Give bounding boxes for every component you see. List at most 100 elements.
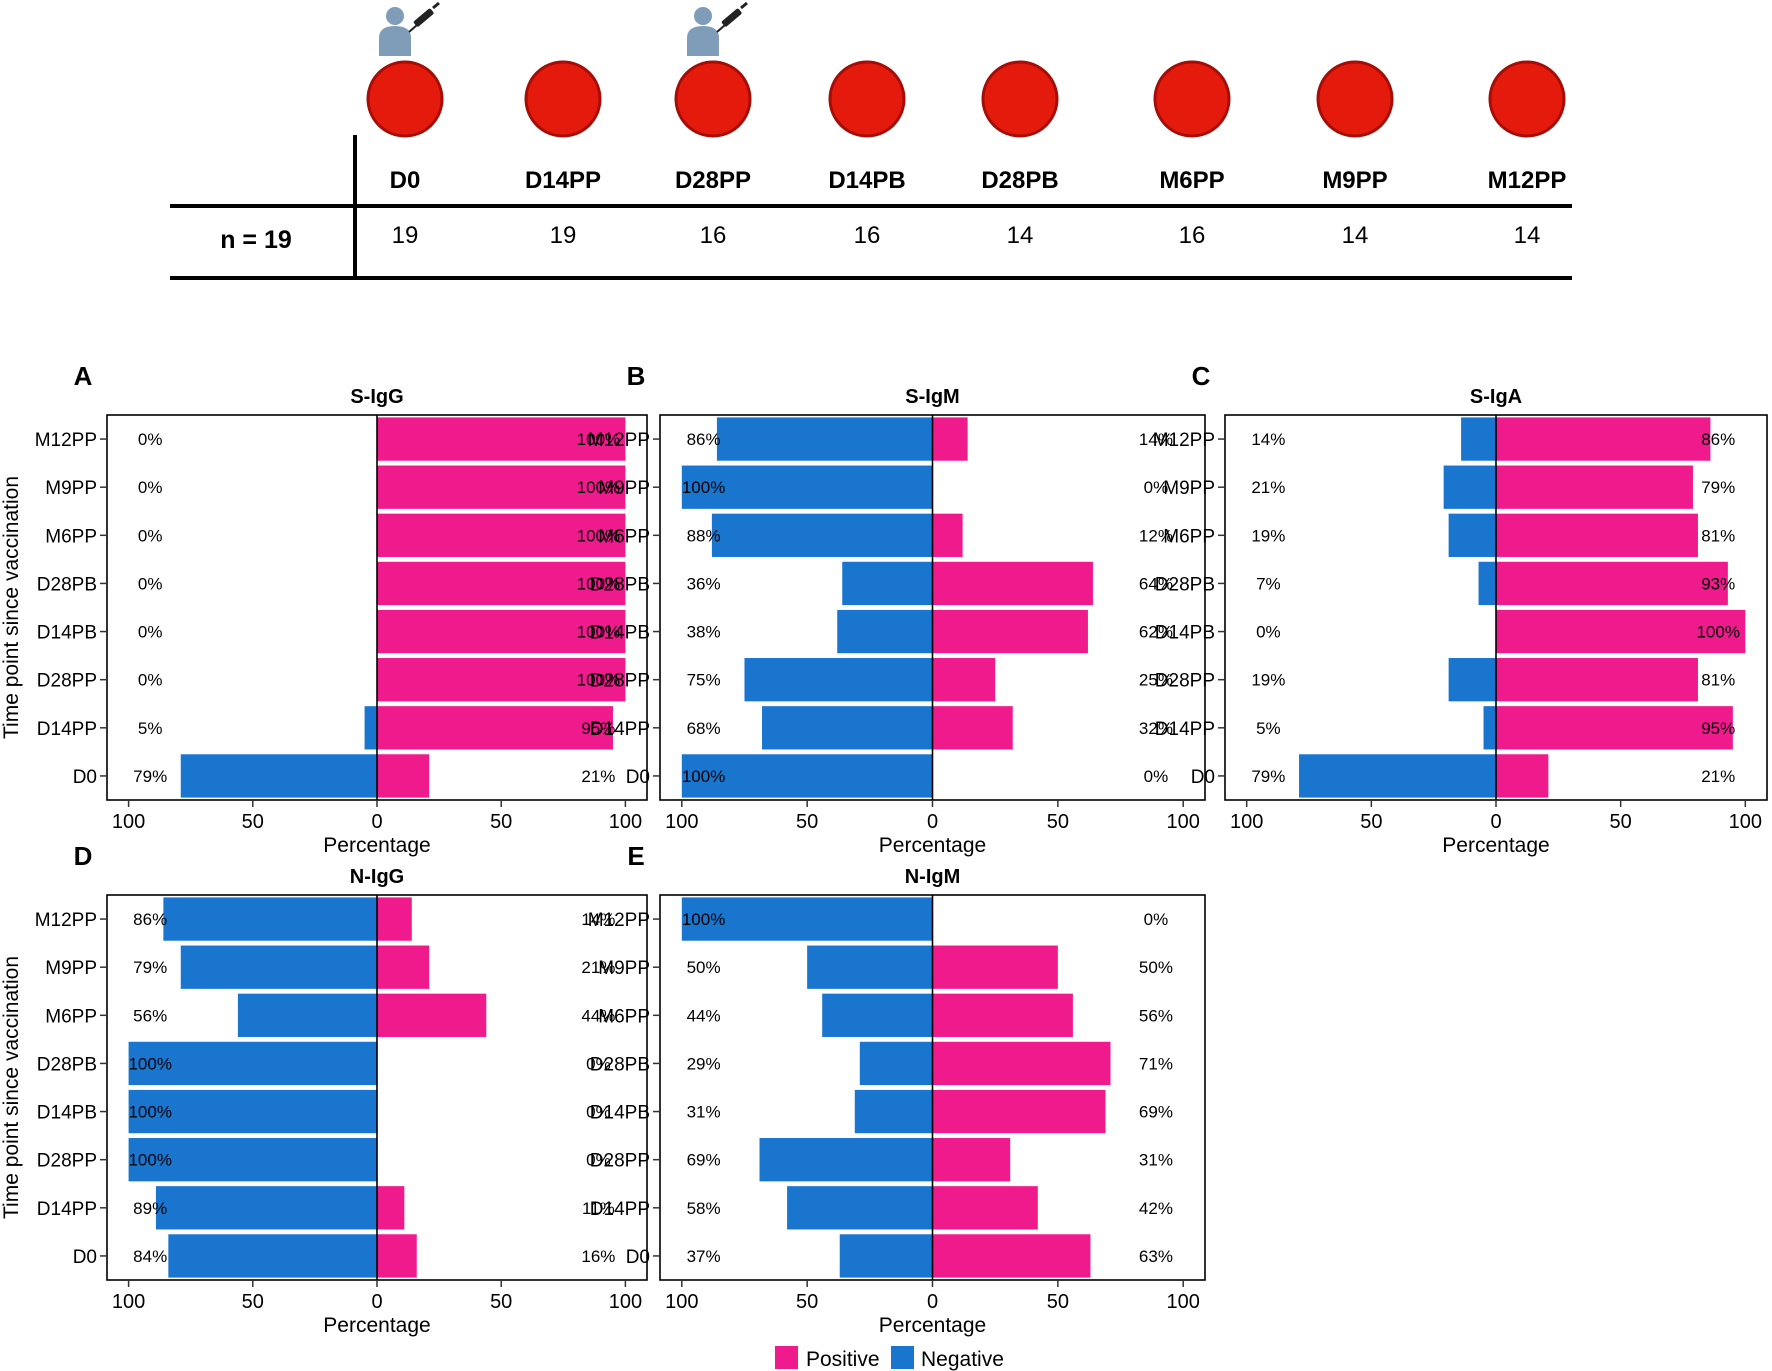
panel-letter: A <box>74 361 93 391</box>
panel-letter: E <box>627 841 644 871</box>
x-tick-label: 0 <box>1490 811 1501 833</box>
person-head-shape <box>694 7 712 25</box>
timepoint-header: D0 <box>390 167 421 194</box>
negative-percent-label: 5% <box>1256 719 1281 738</box>
negative-bar <box>716 417 933 461</box>
timepoint-header: D28PP <box>675 167 751 194</box>
sample-count-cell: 14 <box>1514 222 1541 249</box>
positive-percent-label: 0% <box>586 1151 611 1170</box>
negative-percent-label: 58% <box>687 1199 721 1218</box>
x-tick-label: 100 <box>1167 811 1200 833</box>
y-tick-label: D14PP <box>37 719 97 740</box>
blood-sample-icon <box>981 60 1059 138</box>
negative-percent-label: 86% <box>133 910 167 929</box>
negative-percent-label: 5% <box>138 719 163 738</box>
x-tick-label: 100 <box>1167 1291 1200 1313</box>
positive-percent-label: 62% <box>1139 623 1173 642</box>
syringe-barrel-shape <box>413 8 434 27</box>
negative-percent-label: 100% <box>682 767 725 786</box>
sample-count-cell: 16 <box>854 222 881 249</box>
negative-bar <box>681 897 933 941</box>
x-tick-label: 50 <box>1047 1291 1069 1313</box>
y-tick-label: M12PP <box>35 910 97 931</box>
positive-percent-label: 100% <box>577 574 620 593</box>
positive-bar <box>1496 706 1733 750</box>
negative-bar <box>1461 417 1496 461</box>
timepoint-header: M6PP <box>1159 167 1224 194</box>
negative-bar <box>839 1234 933 1278</box>
negative-percent-label: 19% <box>1251 526 1285 545</box>
negative-bar <box>837 609 933 654</box>
timepoint-header: M9PP <box>1322 167 1387 194</box>
positive-bar <box>1496 754 1549 798</box>
negative-bar <box>744 658 933 702</box>
timepoint-header: M12PP <box>1488 167 1567 194</box>
positive-percent-label: 56% <box>1139 1006 1173 1025</box>
y-tick-label: M9PP <box>45 958 97 979</box>
y-tick-label: D14PB <box>590 1103 650 1124</box>
positive-percent-label: 14% <box>1139 430 1173 449</box>
x-axis-title: Percentage <box>879 1314 986 1337</box>
positive-percent-label: 81% <box>1701 671 1735 690</box>
sample-count-cell: 16 <box>1179 222 1206 249</box>
negative-percent-label: 79% <box>1251 767 1285 786</box>
blood-sample-icon <box>1153 60 1231 138</box>
positive-bar <box>377 417 626 461</box>
positive-bar <box>1496 465 1693 509</box>
panel-a: M12PP 0% 100%M9PP 0% 100%M6PP 0% 100%D28PB 0% 10… <box>0 361 648 857</box>
x-tick-label: 50 <box>1360 811 1382 833</box>
positive-bar <box>377 1234 417 1278</box>
negative-bar <box>759 1138 933 1182</box>
legend-negative-label: Negative <box>921 1348 1004 1371</box>
panel-title: S-IgG <box>350 386 403 408</box>
positive-percent-label: 63% <box>1139 1247 1173 1266</box>
negative-percent-label: 50% <box>687 958 721 977</box>
y-axis-title: Time point since vaccination <box>0 476 23 739</box>
y-tick-label: D14PP <box>590 719 650 740</box>
positive-percent-label: 100% <box>1696 623 1739 642</box>
positive-bar <box>932 706 1013 750</box>
positive-bar <box>932 945 1058 989</box>
positive-percent-label: 21% <box>581 958 615 977</box>
y-tick-label: D0 <box>73 1247 97 1268</box>
x-tick-label: 100 <box>665 811 698 833</box>
positive-percent-label: 0% <box>1144 767 1169 786</box>
y-tick-label: D0 <box>73 767 97 788</box>
y-tick-label: D28PB <box>37 1054 97 1075</box>
positive-percent-label: 69% <box>1139 1103 1173 1122</box>
x-tick-label: 100 <box>609 1291 642 1313</box>
negative-bar <box>1299 754 1496 798</box>
negative-bar <box>1443 465 1496 509</box>
positive-percent-label: 86% <box>1701 430 1735 449</box>
x-tick-label: 100 <box>1729 811 1762 833</box>
syringe-needle-shape <box>408 24 418 33</box>
panel-title: S-IgA <box>1470 386 1522 408</box>
negative-bar <box>168 1234 377 1278</box>
blood-sample-icon <box>1316 60 1394 138</box>
y-tick-label: D28PB <box>590 1054 650 1075</box>
negative-bar <box>807 945 933 989</box>
positive-percent-label: 100% <box>577 526 620 545</box>
panel-letter: D <box>74 841 93 871</box>
negative-percent-label: 0% <box>138 526 163 545</box>
negative-percent-label: 0% <box>138 671 163 690</box>
blood-sample-icon <box>524 60 602 138</box>
negative-percent-label: 100% <box>128 1054 171 1073</box>
x-tick-label: 0 <box>371 811 382 833</box>
positive-bar <box>377 754 430 798</box>
y-tick-label: D28PP <box>1155 671 1215 692</box>
positive-percent-label: 0% <box>1144 478 1169 497</box>
negative-percent-label: 100% <box>682 478 725 497</box>
y-tick-label: D14PB <box>1155 623 1215 644</box>
x-axis-title: Percentage <box>1442 834 1549 857</box>
positive-bar <box>377 609 626 654</box>
positive-bar <box>377 465 626 509</box>
y-tick-label: D28PP <box>590 671 650 692</box>
positive-bar <box>1496 417 1711 461</box>
y-tick-label: M6PP <box>45 526 97 547</box>
positive-percent-label: 25% <box>1139 671 1173 690</box>
person-body-shape <box>687 26 719 56</box>
panel-b: M12PP 86% 14% M9PP 100% 0% M6PP 88% 12% D28PB 36% 6… <box>588 361 1206 857</box>
sample-count-cell: 16 <box>700 222 727 249</box>
